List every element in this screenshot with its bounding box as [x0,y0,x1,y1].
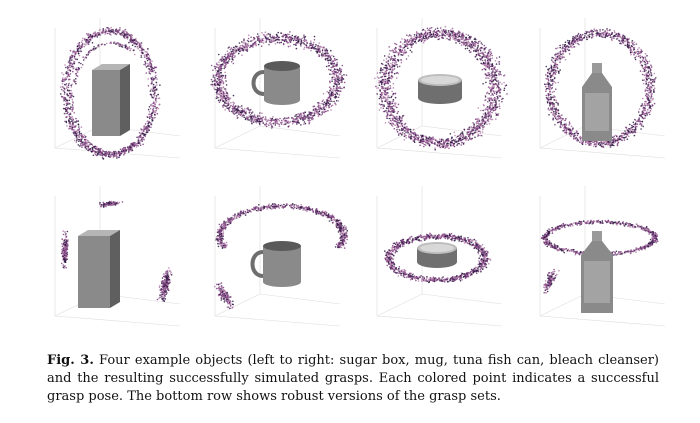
panel-mug-robust [200,176,355,336]
mug-scatter [210,18,348,159]
panel-tuna-can-robust [362,176,517,336]
panel-bleach-cleanser-all [525,8,680,168]
panel-mug-all [200,8,355,168]
caption-text: Four example objects (left to right: sug… [47,353,660,404]
caption-label: Fig. 3. [47,353,94,368]
bleach-cleanser-robust-scatter [539,186,666,327]
panel-bleach-cleanser-robust [525,176,680,336]
mug-robust-scatter [214,186,349,327]
tuna-can-robust-scatter [376,186,503,327]
panel-tuna-can-all [362,8,517,168]
panel-sugar-box-robust [40,176,195,336]
panel-sugar-box-all [40,8,195,168]
figure-caption: Fig. 3. Four example objects (left to ri… [47,352,659,406]
bleach-cleanser-scatter [539,18,666,159]
tuna-can-scatter [374,18,508,159]
figure [40,8,680,338]
sugar-box-robust-scatter [54,186,181,327]
sugar-box-scatter [54,18,181,160]
